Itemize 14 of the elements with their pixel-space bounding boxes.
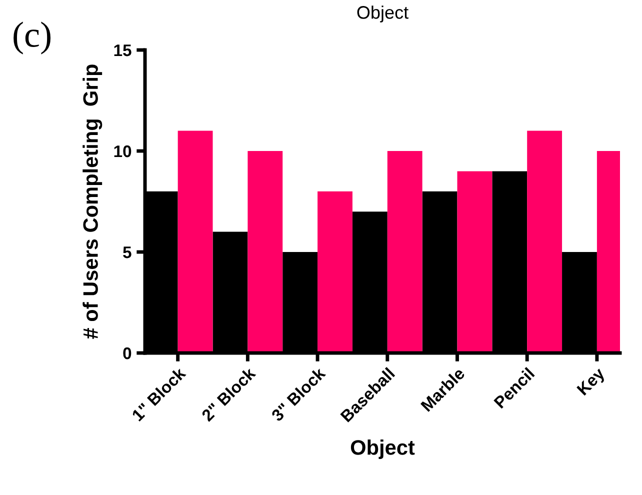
bar [527,130,562,353]
x-axis-title: Object [350,440,415,459]
y-tick-label: 15 [114,44,132,56]
x-tick-label: Key [576,366,608,398]
y-tick-label: 5 [123,246,132,258]
y-tick-label: 10 [114,145,132,158]
y-tick-label: 0 [123,347,132,360]
y-axis-title: # of Users Completing Grip [82,64,102,339]
bar [387,151,422,353]
text: (c) [14,22,50,54]
bar [248,151,283,353]
bar [457,171,492,353]
bar [318,191,352,353]
chart-title: Object [357,6,408,22]
